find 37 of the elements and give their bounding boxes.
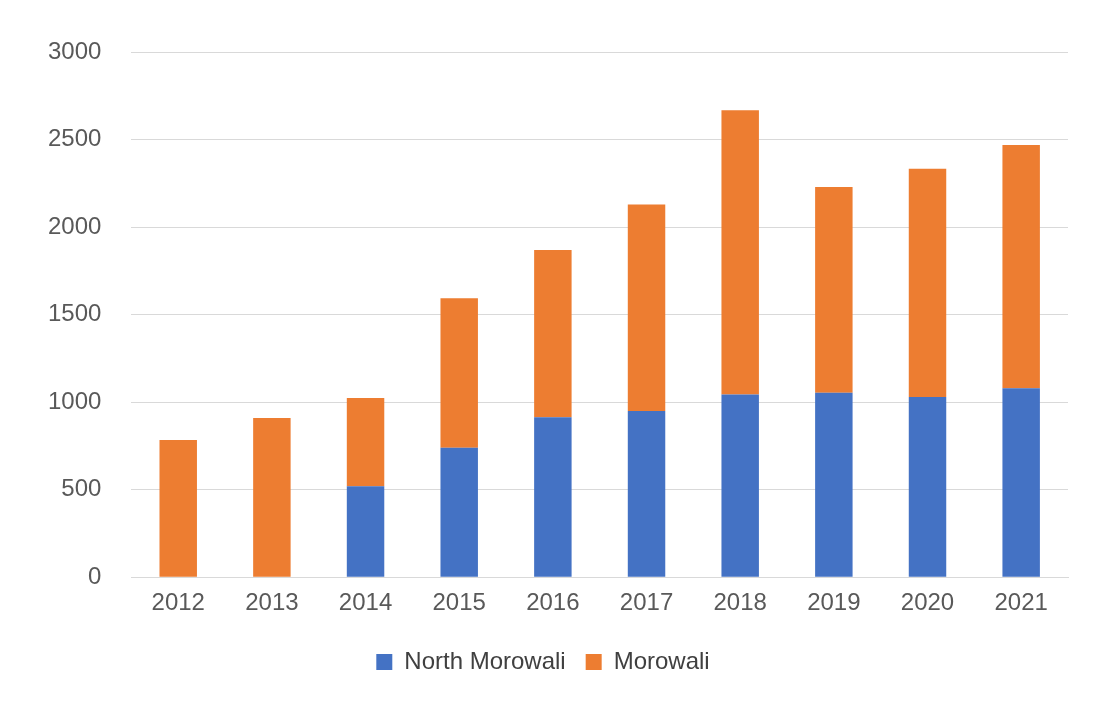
y-tick-label: 2000	[48, 211, 102, 239]
x-tick-label: 2013	[245, 588, 299, 616]
x-tick-label: 2019	[807, 588, 861, 616]
bar	[346, 397, 385, 487]
bar	[440, 298, 478, 448]
y-tick-label: 3000	[48, 37, 102, 65]
y-tick-label: 2500	[48, 124, 102, 152]
x-tick-label: 2014	[338, 588, 393, 616]
bar	[440, 447, 478, 577]
y-tick-label: 1500	[48, 299, 102, 327]
bar	[627, 411, 666, 577]
bar	[253, 418, 291, 577]
x-tick-label: 2017	[619, 588, 674, 616]
x-tick-label: 2016	[526, 588, 580, 616]
bar	[815, 187, 853, 393]
legend-label: Morowali	[613, 646, 710, 674]
bar	[1002, 145, 1040, 389]
y-tick-label: 500	[61, 474, 102, 502]
y-tick-label: 1000	[48, 386, 102, 414]
y-tick-label: 0	[88, 561, 102, 589]
x-tick-label: 2018	[713, 588, 767, 616]
x-tick-label: 2015	[432, 588, 486, 616]
bar	[1002, 388, 1040, 577]
bar	[346, 486, 385, 577]
bar	[534, 417, 572, 577]
bar	[908, 397, 947, 577]
bar	[815, 392, 853, 577]
bar	[721, 394, 759, 577]
x-tick-label: 2020	[900, 588, 955, 616]
x-tick-label: 2021	[994, 588, 1048, 616]
bar	[908, 168, 947, 398]
x-tick-label: 2012	[151, 588, 205, 616]
bar	[627, 204, 666, 412]
bar	[721, 110, 759, 395]
bar	[534, 250, 572, 418]
legend-label: North Morowali	[404, 646, 566, 674]
bar	[159, 439, 197, 577]
